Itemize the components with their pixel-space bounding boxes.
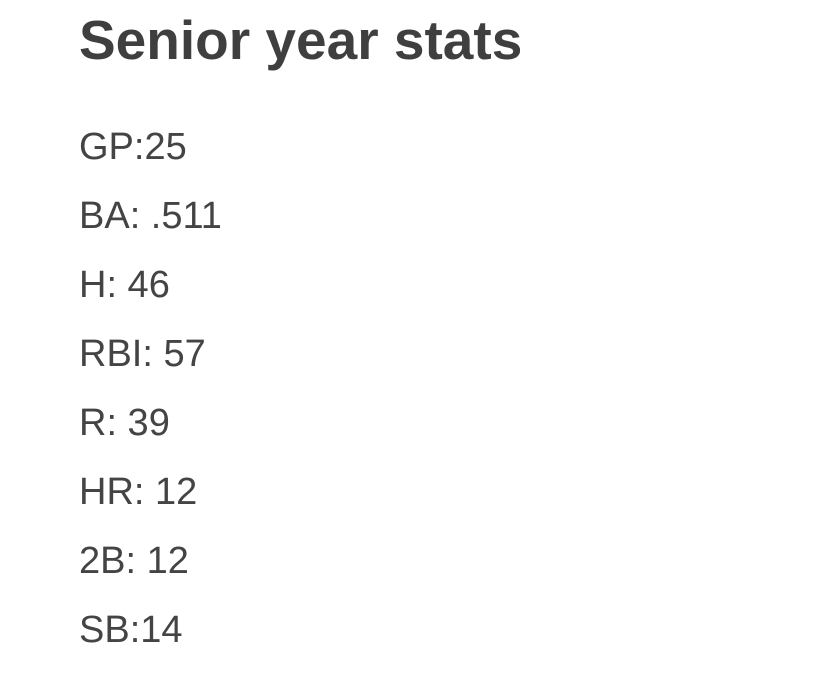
stat-line: SB:14 — [79, 609, 183, 651]
note-title: Senior year stats — [79, 9, 523, 71]
stat-line: 2B: 12 — [79, 540, 189, 582]
stat-line: BA: .511 — [79, 195, 222, 237]
stat-line: H: 46 — [79, 264, 170, 306]
stat-line: RBI: 57 — [79, 333, 206, 375]
stat-line: R: 39 — [79, 402, 170, 444]
stat-line: GP:25 — [79, 126, 187, 168]
stat-list: GP:25 BA: .511 H: 46 RBI: 57 R: 39 HR: 12 2B: … — [79, 113, 222, 665]
stat-line: HR: 12 — [79, 471, 198, 513]
